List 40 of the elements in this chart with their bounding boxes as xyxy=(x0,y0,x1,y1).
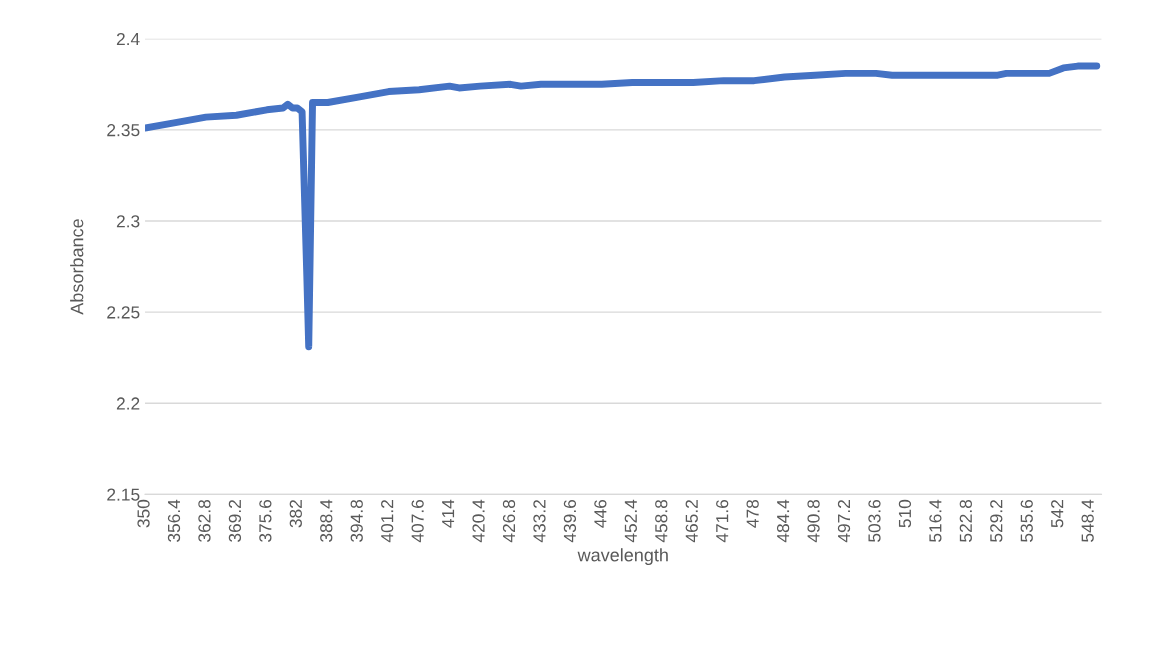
y-axis-title: Absorbance xyxy=(70,219,84,315)
x-tick-label: 510 xyxy=(898,499,912,528)
x-tick-label: 503.6 xyxy=(868,499,881,542)
x-tick-label: 522.8 xyxy=(959,499,972,542)
x-tick-label: 471.6 xyxy=(716,499,729,543)
x-tick-label: 394.8 xyxy=(350,499,363,542)
x-tick-label: 350 xyxy=(137,499,150,528)
x-tick-label: 439.6 xyxy=(563,499,577,543)
x-tick-label: 382 xyxy=(289,500,302,528)
x-tick-label: 465.2 xyxy=(685,500,698,543)
x-tick-label: 407.6 xyxy=(411,499,424,543)
x-tick-label: 516.4 xyxy=(929,499,942,542)
x-tick-label: 401.2 xyxy=(381,500,394,543)
x-tick-label: 542 xyxy=(1051,500,1064,528)
x-tick-label: 535.6 xyxy=(1020,499,1033,542)
x-tick-label: 362.8 xyxy=(198,499,211,542)
x-tick-label: 375.6 xyxy=(259,499,272,542)
y-tick-label: 2.2 xyxy=(116,397,140,410)
x-tick-label: 388.4 xyxy=(320,499,333,542)
x-tick-label: 414 xyxy=(442,499,455,528)
y-tick-label: 2.15 xyxy=(107,488,140,501)
y-tick-label: 2.35 xyxy=(107,124,140,137)
x-tick-label: 426.8 xyxy=(502,499,516,543)
x-tick-label: 529.2 xyxy=(990,500,1003,542)
x-tick-label: 452.4 xyxy=(624,499,637,543)
x-tick-label: 356.4 xyxy=(167,499,181,542)
x-tick-label: 420.4 xyxy=(472,499,485,543)
x-tick-label: 478 xyxy=(746,499,759,528)
x-axis-title: wavelength xyxy=(577,548,668,566)
x-tick-label: 484.4 xyxy=(776,499,790,543)
x-tick-label: 497.2 xyxy=(837,500,851,543)
x-tick-label: 433.2 xyxy=(533,500,546,543)
y-tick-label: 2.4 xyxy=(116,32,140,46)
x-tick-label: 369.2 xyxy=(228,500,242,542)
y-tick-label: 2.3 xyxy=(116,215,140,228)
y-tick-label: 2.25 xyxy=(107,306,140,319)
x-tick-label: 446 xyxy=(594,499,607,528)
x-tick-label: 548.4 xyxy=(1081,499,1094,542)
x-tick-label: 490.8 xyxy=(807,499,820,543)
x-tick-label: 458.8 xyxy=(655,499,668,543)
